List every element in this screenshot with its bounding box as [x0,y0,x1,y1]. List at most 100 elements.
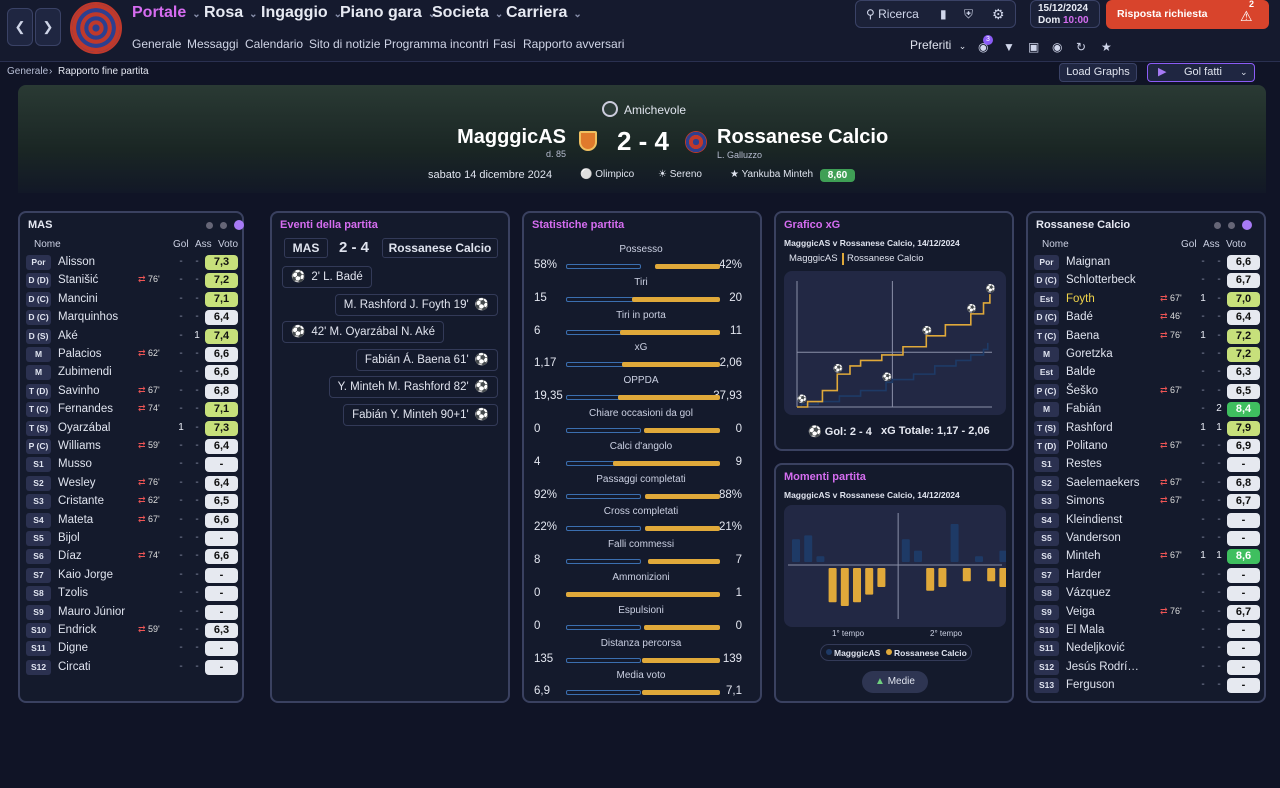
submenu-calendario[interactable]: Calendario [245,37,304,51]
player-name[interactable]: Minteh [1066,550,1101,563]
table-row[interactable]: Por Maignan - -6,6 [1034,254,1270,272]
player-name[interactable]: Díaz [58,550,82,563]
momenti-bar-home[interactable] [792,539,800,562]
player-name[interactable]: Digne [58,642,89,655]
menu-portale[interactable]: Portale ⌄ [132,4,201,21]
player-name[interactable]: Badé [1066,311,1093,324]
momenti-bar-home[interactable] [999,550,1008,562]
event-home[interactable]: ⚽ 2' L. Badé [282,266,372,288]
settings-icon[interactable]: ⚙ [992,6,1005,22]
bookmark-icon[interactable]: ▮ [940,7,947,21]
menu-carriera[interactable]: Carriera ⌄ [506,4,582,21]
player-name[interactable]: Nedeljković [1066,642,1125,655]
player-name[interactable]: Kaio Jorge [58,568,113,581]
player-name[interactable]: Circati [58,660,91,673]
event-away[interactable]: Y. Minteh M. Rashford 82' ⚽ [328,376,498,399]
table-row[interactable]: T (S) Rashford 1 1 7,9 [1034,420,1270,438]
momenti-bar-away[interactable] [926,568,935,591]
table-row[interactable]: T (D) Politano ⇄ 67' - -6,9 [1034,438,1270,456]
momenti-bar-away[interactable] [938,568,947,587]
table-row[interactable]: S7 Harder - - - [1034,567,1270,585]
table-row[interactable]: S10 Endrick ⇄ 59' - -6,3 [26,622,248,640]
event-home[interactable]: ⚽ 42' M. Oyarzábal N. Aké [282,321,444,344]
people-icon[interactable]: ◉ [1052,40,1063,54]
medie-button[interactable]: ▲ Medie [862,671,928,693]
xg-goal-marker[interactable]: ⚽ [881,371,892,381]
col-ass[interactable]: Ass [1203,239,1220,250]
player-name[interactable]: Marquinhos [58,311,119,324]
search-button[interactable]: ⚲ Ricerca [866,7,919,21]
table-row[interactable]: S11 Nedeljković - - - [1034,640,1270,658]
page-dot[interactable] [1228,222,1235,229]
player-name[interactable]: Schlotterbeck [1066,274,1136,287]
favorites-dropdown[interactable]: Preferiti ⌄ [910,38,966,52]
table-row[interactable]: S5 Bijol - - - [26,530,248,548]
col-name[interactable]: Nome [34,239,61,250]
player-name[interactable]: Vanderson [1066,532,1121,544]
shirt-icon[interactable]: ▼ [1003,40,1015,54]
table-row[interactable]: M Fabián -2 8,4 [1034,401,1270,419]
momenti-bar-home[interactable] [901,539,910,562]
col-name[interactable]: Nome [1042,239,1069,250]
table-row[interactable]: Est (S)Balde--6,3 [1034,364,1270,392]
menu-piano-gara[interactable]: Piano gara ⌄ [340,4,437,21]
table-row[interactable]: S2 Saelemaekers ⇄ 67' - -6,8 [1034,475,1270,493]
momenti-bar-home[interactable] [804,535,813,562]
table-row[interactable]: S12 Circati - - - [26,659,248,677]
table-row[interactable]: D (C) Schlotterbeck - -6,7 [1034,272,1270,290]
player-name[interactable]: Jesús Rodrí… [1066,660,1139,673]
table-row[interactable]: S12 Jesús Rodrí… - - - [1034,659,1270,677]
player-name[interactable]: Simons [1066,495,1105,508]
player-name[interactable]: Williams [58,440,101,452]
table-row[interactable]: S8 Tzolis - - - [26,585,248,603]
breadcrumb-root[interactable]: Generale [7,66,49,77]
table-row[interactable]: D (C) Mancini - -7,1 [26,291,248,309]
table-row[interactable]: S9 Veiga ⇄ 76' - -6,7 [1034,604,1270,622]
building-icon[interactable]: ▣ [1028,40,1040,54]
submenu-fasi[interactable]: Fasi [493,37,516,51]
xg-goal-marker[interactable]: ⚽ [921,325,932,335]
momenti-bar-away[interactable] [840,568,849,606]
home-team-name[interactable]: MagggicAS [457,126,566,148]
table-row[interactable]: S7 Kaio Jorge - - - [26,567,248,585]
player-name[interactable]: Kleindienst [1066,513,1123,526]
table-row[interactable]: T (S) Oyarzábal 1-7,3 [26,420,248,438]
table-row[interactable]: M Palacios ⇄ 62' - -6,6 [26,346,248,364]
table-row[interactable]: D (S) Aké -1 7,4 [26,328,248,346]
table-row[interactable]: S6 Díaz ⇄ 74' - -6,6 [26,548,248,566]
date-box[interactable] [1030,0,1100,28]
page-dot-active[interactable] [1242,220,1252,230]
table-row[interactable]: S2 Wesley ⇄ 76' - -6,4 [26,475,248,493]
table-row[interactable]: S4 Kleindienst - - - [1034,512,1270,530]
xg-goal-marker[interactable]: ⚽ [985,283,996,293]
page-dot[interactable] [220,222,227,229]
table-row[interactable]: T (C) Fernandes ⇄ 74' - -7,1 [26,401,248,419]
xg-goal-marker[interactable]: ⚽ [796,393,807,403]
table-row[interactable]: S6 Minteh ⇄ 67' 1 1 8,6 [1034,548,1270,566]
page-dot-active[interactable] [234,220,244,230]
menu-rosa[interactable]: Rosa ⌄ [204,4,258,21]
submenu-sito-notizie[interactable]: Sito di notizie [309,37,381,51]
submenu-programma[interactable]: Programma incontri [384,37,489,51]
player-name[interactable]: Politano [1066,440,1108,452]
player-name[interactable]: Foyth [1066,292,1095,305]
momenti-bar-home[interactable] [950,524,959,562]
table-row[interactable]: S11 Digne - - - [26,640,248,658]
refresh-icon[interactable]: ↻ [1076,40,1087,54]
player-name[interactable]: Mateta [58,513,94,526]
graph-select[interactable]: ▶ Gol fatti ⌄ [1147,63,1255,82]
player-name[interactable]: Maignan [1066,256,1111,268]
player-name[interactable]: Mancini [58,292,98,305]
player-name[interactable]: Palacios [58,348,102,360]
page-dot[interactable] [206,222,213,229]
momenti-bar-away[interactable] [999,568,1008,587]
table-row[interactable]: S9 Mauro Júnior - - - [26,604,248,622]
col-ass[interactable]: Ass [195,239,212,250]
table-row[interactable]: M Goretzka - -7,2 [1034,346,1270,364]
player-name[interactable]: Veiga [1066,605,1095,618]
player-name[interactable]: Alisson [58,256,96,268]
player-name[interactable]: Vázquez [1066,587,1111,600]
continue-button[interactable]: Risposta richiesta ⚠ 2 [1106,0,1269,29]
table-row[interactable]: P (C) Williams ⇄ 59' - -6,4 [26,438,248,456]
table-row[interactable]: S3 Cristante ⇄ 62' - -6,5 [26,493,248,511]
